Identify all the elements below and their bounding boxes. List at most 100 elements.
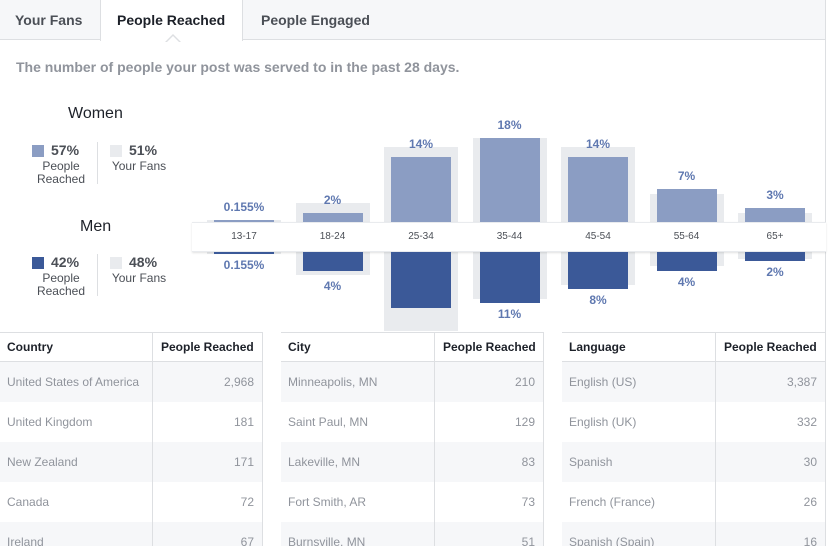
tab-label: People Engaged xyxy=(261,12,370,28)
age-tick-label: 45-54 xyxy=(585,231,611,242)
age-tick-label: 13-17 xyxy=(231,231,257,242)
women-reached-bar xyxy=(745,208,805,222)
table-row: Minneapolis, MN 210 xyxy=(281,362,544,402)
women-value-label: 14% xyxy=(408,136,434,151)
table-row: English (UK) 332 xyxy=(562,402,826,442)
table-edge xyxy=(543,332,544,546)
row-value: 30 xyxy=(803,455,817,469)
men-reached-label: People Reached xyxy=(36,271,86,298)
row-value: 2,968 xyxy=(223,375,254,389)
table-row: French (France) 26 xyxy=(562,482,826,522)
table-row: Spanish (Spain) 16 xyxy=(562,522,826,546)
country-table: Country People Reached United States of Am… xyxy=(0,332,263,546)
city-table: City People Reached Minneapolis, MN 210 Sain… xyxy=(281,332,544,546)
women-fans-pct: 51% xyxy=(129,142,158,158)
table-row: Spanish 30 xyxy=(562,442,826,482)
table-row: Saint Paul, MN 129 xyxy=(281,402,544,442)
men-legend-divider xyxy=(97,254,98,296)
row-name: English (US) xyxy=(569,375,637,389)
row-name: Saint Paul, MN xyxy=(288,415,369,429)
men-reached-bar xyxy=(745,252,805,262)
row-name: United Kingdom xyxy=(7,415,93,429)
row-name: Minneapolis, MN xyxy=(288,375,378,389)
table-edge xyxy=(262,332,263,546)
table-row: United Kingdom 181 xyxy=(0,402,263,442)
row-value: 26 xyxy=(803,495,817,509)
tab-your-fans[interactable]: Your Fans xyxy=(0,0,100,40)
table-row: Lakeville, MN 83 xyxy=(281,442,544,482)
tab-label: Your Fans xyxy=(15,12,83,28)
row-name: French (France) xyxy=(569,495,656,509)
column-header-name[interactable]: Country xyxy=(7,340,53,354)
men-reached-bar xyxy=(391,252,451,308)
language-table: Language People Reached English (US) 3,387 E… xyxy=(562,332,826,546)
description-text: The number of people your post was serve… xyxy=(16,59,460,75)
women-reached-bar xyxy=(568,156,628,222)
men-value-label: 4% xyxy=(677,274,696,289)
age-tick-label: 35-44 xyxy=(496,231,523,242)
row-value: 171 xyxy=(233,455,254,469)
women-reached-swatch xyxy=(32,145,44,157)
men-fans-label: Your Fans xyxy=(111,271,167,285)
women-reached-bar xyxy=(214,220,274,222)
table-row: New Zealand 171 xyxy=(0,442,263,482)
age-axis-band xyxy=(192,222,826,252)
age-tick-label: 25-34 xyxy=(408,231,434,242)
row-name: English (UK) xyxy=(569,415,637,429)
women-value-label: 18% xyxy=(497,118,522,132)
column-header-name[interactable]: Language xyxy=(569,340,626,354)
table-row: English (US) 3,387 xyxy=(562,362,826,402)
column-header-people-reached[interactable]: People Reached xyxy=(434,333,544,361)
row-value: 129 xyxy=(514,415,535,429)
column-separator xyxy=(434,362,435,546)
table-header: City People Reached xyxy=(281,332,544,362)
men-value-label: 8% xyxy=(589,293,607,308)
tab-people-reached[interactable]: People Reached xyxy=(100,0,243,43)
women-title: Women xyxy=(68,105,123,122)
men-reached-bar xyxy=(568,252,628,290)
row-name: Burnsville, MN xyxy=(288,535,366,546)
men-fans-swatch xyxy=(110,257,122,269)
women-value-label: 2% xyxy=(323,192,342,207)
age-tick-label: 18-24 xyxy=(319,231,346,242)
row-value: 181 xyxy=(233,415,254,429)
men-value-label: 2% xyxy=(766,265,784,280)
table-row: Burnsville, MN 51 xyxy=(281,522,544,546)
column-header-people-reached[interactable]: People Reached xyxy=(152,333,263,361)
table-row: Fort Smith, AR 73 xyxy=(281,482,544,522)
age-tick-label: 65+ xyxy=(766,231,784,242)
row-name: Fort Smith, AR xyxy=(288,495,367,509)
column-header-people-reached[interactable]: People Reached xyxy=(715,333,826,361)
row-value: 73 xyxy=(521,495,535,509)
age-gender-chart: 0.155%0.155%13-172%4%18-2414%12%25-3418%… xyxy=(192,80,826,350)
table-edge xyxy=(825,332,826,546)
men-reached-bar xyxy=(302,252,363,271)
women-reached-pct: 57% xyxy=(51,142,80,158)
men-reached-swatch xyxy=(32,257,44,269)
women-reached-bar xyxy=(656,189,717,222)
tab-people-engaged[interactable]: People Engaged xyxy=(243,0,393,40)
row-name: Lakeville, MN xyxy=(288,455,361,469)
women-reached-bar xyxy=(479,138,540,222)
row-name: New Zealand xyxy=(7,455,78,469)
men-value-label: 0.155% xyxy=(223,258,265,272)
tab-label: People Reached xyxy=(117,12,226,28)
table-row: United States of America 2,968 xyxy=(0,362,263,402)
main-panel: The number of people your post was serve… xyxy=(0,40,826,546)
women-reached-label: People Reached xyxy=(36,159,86,186)
women-value-label: 3% xyxy=(766,188,784,202)
column-header-name[interactable]: City xyxy=(288,340,311,354)
men-reached-bar xyxy=(656,252,717,271)
table-header: Country People Reached xyxy=(0,332,263,362)
row-name: Ireland xyxy=(7,535,44,546)
men-title: Men xyxy=(80,218,112,235)
table-header: Language People Reached xyxy=(562,332,826,362)
men-reached-pct: 42% xyxy=(51,254,80,270)
row-value: 332 xyxy=(796,415,817,429)
women-value-label: 0.155% xyxy=(223,200,265,214)
table-row: Canada 72 xyxy=(0,482,263,522)
row-name: Spanish xyxy=(569,455,613,469)
row-name: Canada xyxy=(7,495,50,509)
women-reached-bar xyxy=(302,212,363,222)
column-separator xyxy=(715,362,716,546)
